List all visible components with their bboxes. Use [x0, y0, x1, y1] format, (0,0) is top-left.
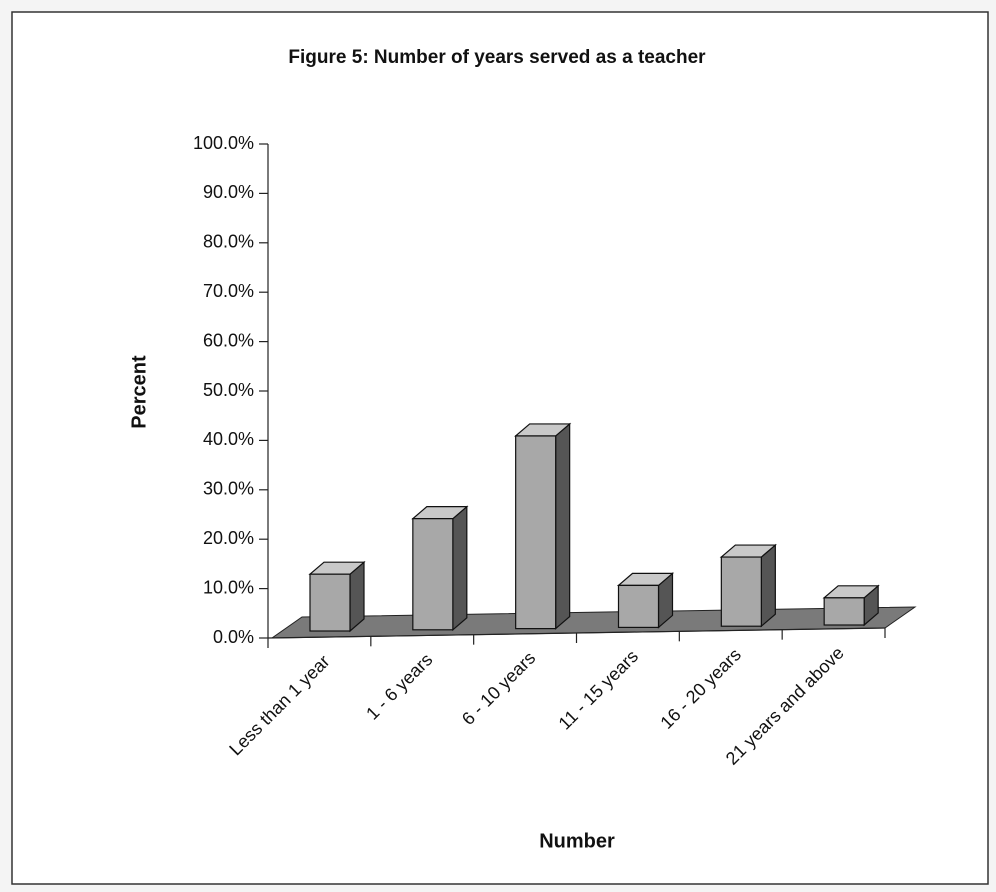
y-tick-label: 70.0%	[203, 281, 254, 301]
bar-side	[452, 505, 468, 632]
y-tick-label: 30.0%	[203, 479, 254, 499]
bar	[616, 572, 675, 629]
bar	[719, 543, 777, 628]
bar-front	[720, 556, 762, 627]
y-tick-label: 20.0%	[203, 528, 254, 548]
bar	[514, 422, 572, 630]
y-tick-label: 10.0%	[203, 577, 254, 597]
bar-front	[823, 597, 865, 626]
bar-side	[555, 422, 571, 630]
bar	[308, 560, 366, 633]
x-axis-label: Number	[539, 830, 615, 852]
y-tick-label: 90.0%	[203, 182, 254, 202]
bar	[411, 505, 469, 632]
y-tick-label: 60.0%	[203, 330, 254, 350]
bar-front	[309, 573, 351, 632]
bar-front	[617, 584, 660, 628]
chart-title: Figure 5: Number of years served as a te…	[288, 47, 706, 68]
y-tick-label: 50.0%	[203, 380, 254, 400]
y-tick-label: 0.0%	[213, 627, 254, 647]
bar-front	[515, 435, 557, 630]
y-axis-label: Percent	[128, 355, 150, 429]
y-tick-label: 100.0%	[193, 133, 254, 153]
y-tick-label: 40.0%	[203, 429, 254, 449]
y-tick-label: 80.0%	[203, 232, 254, 252]
bar	[822, 584, 880, 627]
bar-front	[412, 518, 454, 631]
chart-border	[11, 11, 989, 885]
bar-side	[760, 543, 776, 628]
